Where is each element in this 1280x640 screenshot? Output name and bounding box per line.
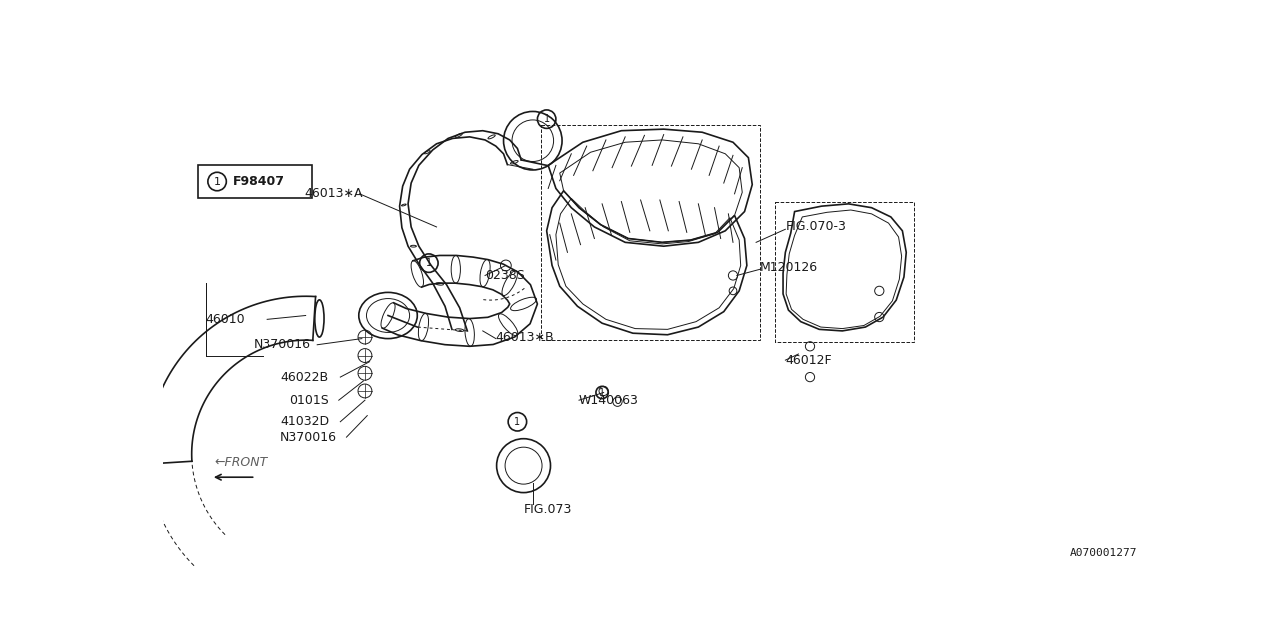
Text: F98407: F98407 [233, 175, 284, 188]
Text: 1: 1 [214, 177, 220, 186]
Text: A070001277: A070001277 [1070, 548, 1137, 558]
Text: 1: 1 [544, 114, 549, 124]
Bar [776, 202, 914, 342]
Text: 46013∗A: 46013∗A [305, 188, 362, 200]
Text: 1: 1 [515, 417, 521, 427]
Bar [198, 165, 312, 198]
Text: 46012F: 46012F [786, 354, 832, 367]
Text: 1: 1 [426, 258, 431, 268]
Text: 0101S: 0101S [289, 394, 329, 406]
Text: N370016: N370016 [253, 339, 311, 351]
Text: 46010: 46010 [206, 313, 246, 326]
Text: 1: 1 [599, 387, 605, 397]
Text: 0238S: 0238S [485, 269, 525, 282]
Text: FIG.070-3: FIG.070-3 [786, 220, 846, 234]
Text: M120126: M120126 [760, 261, 818, 275]
Text: FIG.073: FIG.073 [524, 503, 572, 516]
Text: ←FRONT: ←FRONT [215, 456, 268, 470]
Text: W140063: W140063 [579, 394, 639, 406]
Text: 41032D: 41032D [280, 415, 329, 428]
Bar [540, 125, 760, 340]
Text: 46013∗B: 46013∗B [495, 330, 554, 344]
Text: N370016: N370016 [280, 431, 337, 444]
Text: 46022B: 46022B [280, 371, 329, 383]
